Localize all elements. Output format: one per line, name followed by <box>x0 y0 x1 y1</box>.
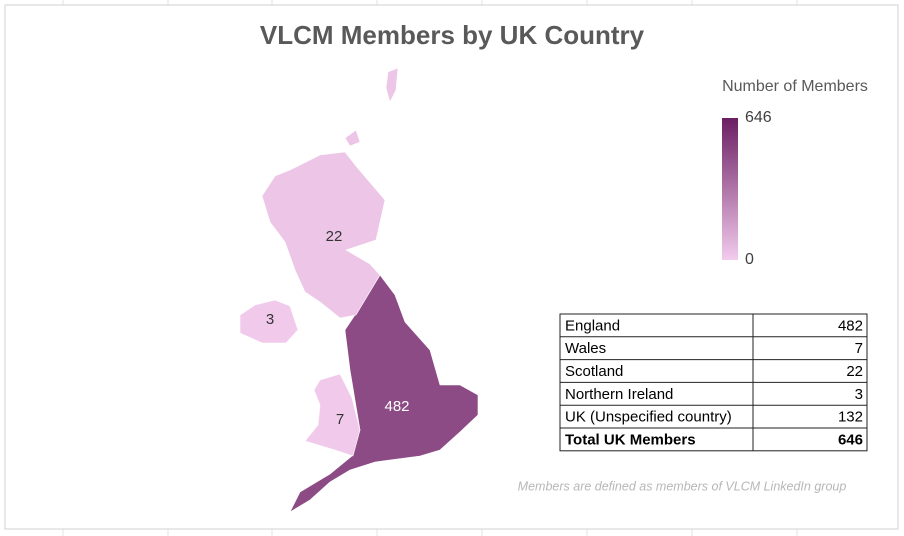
table-cell: 7 <box>855 340 863 357</box>
map: 482 7 22 3 <box>239 67 479 513</box>
table-cell: UK (Unspecified country) <box>565 409 732 426</box>
region-label: 482 <box>384 398 409 415</box>
legend-bar <box>722 118 738 260</box>
table-cell: Wales <box>565 340 606 357</box>
region <box>239 299 299 344</box>
table-cell: 3 <box>855 386 863 403</box>
region-label: 22 <box>326 228 343 245</box>
region-label: 7 <box>336 411 344 428</box>
table: England 482 Wales 7 Scotland 22 Northern Irela… <box>559 313 868 452</box>
table-cell: Scotland <box>565 363 623 380</box>
table-cell: Total UK Members <box>565 431 696 448</box>
region <box>261 67 399 319</box>
chart-title: VLCM Members by UK Country <box>260 20 645 50</box>
table-cell: 22 <box>846 363 863 380</box>
table-cell: 482 <box>838 317 863 334</box>
table-cell: Northern Ireland <box>565 386 673 403</box>
region-label: 3 <box>266 311 274 328</box>
table-cell: England <box>565 317 620 334</box>
legend-tick-label: 0 <box>745 251 754 268</box>
region <box>304 373 361 457</box>
table-cell: 646 <box>838 431 863 448</box>
legend: 0 646 <box>722 109 772 268</box>
region <box>289 274 479 513</box>
table-cell: 132 <box>838 409 863 426</box>
legend-tick-label: 646 <box>745 109 772 126</box>
footnote: Members are defined as members of VLCM L… <box>518 479 847 493</box>
legend-title: Number of Members <box>722 78 868 95</box>
